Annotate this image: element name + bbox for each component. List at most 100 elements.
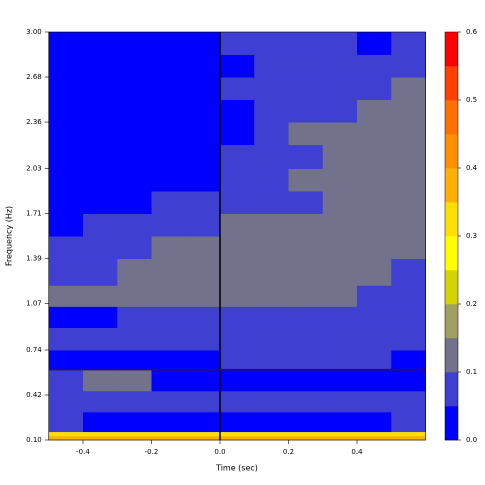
y-axis-label: Frequency (Hz) xyxy=(5,206,14,266)
heatmap-cell xyxy=(220,411,255,433)
heatmap-cell xyxy=(83,411,118,433)
heatmap-cell xyxy=(151,435,187,441)
heatmap-cell xyxy=(288,32,324,56)
heatmap-cell xyxy=(185,168,221,192)
heatmap-cell xyxy=(151,32,187,56)
colorbar-segment xyxy=(445,100,458,135)
heatmap-cell xyxy=(254,32,289,56)
heatmap-cell xyxy=(83,236,118,260)
heatmap-cell xyxy=(357,306,392,328)
heatmap-cell xyxy=(288,77,324,101)
heatmap-cell xyxy=(220,435,255,441)
heatmap-cell xyxy=(83,390,118,413)
heatmap-cell xyxy=(220,327,255,351)
heatmap-cell xyxy=(220,236,255,260)
heatmap-cell xyxy=(220,168,255,192)
heatmap-cell xyxy=(220,431,255,437)
heatmap-cell xyxy=(48,327,84,351)
heatmap-cell xyxy=(185,327,221,351)
x-tick-label: 0.4 xyxy=(351,448,363,456)
heatmap-cell xyxy=(391,236,426,260)
colorbar-segment xyxy=(445,372,458,407)
heatmap-cell xyxy=(288,54,324,78)
y-tick-label: 3.00 xyxy=(26,28,42,36)
y-tick-label: 1.39 xyxy=(26,255,42,263)
heatmap-cell xyxy=(322,122,358,146)
heatmap-cell xyxy=(83,369,118,392)
heatmap-cell xyxy=(185,54,221,78)
heatmap-cell xyxy=(117,349,152,371)
heatmap-cell xyxy=(185,77,221,101)
heatmap-cell xyxy=(357,213,392,237)
heatmap-cell xyxy=(151,431,187,437)
heatmap-cell xyxy=(322,435,358,441)
heatmap-cell xyxy=(151,99,187,123)
plot-frame xyxy=(48,31,426,441)
heatmap-cell xyxy=(151,411,187,433)
heatmap-cell xyxy=(322,258,358,286)
heatmap-cell xyxy=(288,236,324,260)
heatmap-cell xyxy=(220,390,255,413)
heatmap-cell xyxy=(117,144,152,169)
heatmap-cell xyxy=(357,54,392,78)
heatmap-cell xyxy=(117,122,152,146)
heatmap-cell xyxy=(254,144,289,169)
heatmap-cell xyxy=(117,77,152,101)
heatmap-cell xyxy=(254,168,289,192)
heatmap-cell xyxy=(322,236,358,260)
heatmap-cell xyxy=(322,77,358,101)
y-tick-label: 0.10 xyxy=(26,436,42,444)
heatmap-cell xyxy=(48,54,84,78)
heatmap-cell xyxy=(391,435,426,441)
colorbar-segment xyxy=(445,168,458,203)
heatmap-cell xyxy=(322,99,358,123)
heatmap-cell xyxy=(83,144,118,169)
x-axis-label: Time (sec) xyxy=(215,464,258,473)
heatmap-cell xyxy=(48,99,84,123)
heatmap-cell xyxy=(48,369,84,392)
heatmap-cell xyxy=(322,306,358,328)
heatmap-cell xyxy=(117,54,152,78)
heatmap-cell xyxy=(117,258,152,286)
heatmap-cell xyxy=(220,122,255,146)
heatmap-cell xyxy=(185,236,221,260)
heatmap-cell xyxy=(48,144,84,169)
colorbar-tick-label: 0.2 xyxy=(466,300,477,308)
heatmap-cell xyxy=(357,285,392,307)
heatmap-cell xyxy=(48,285,84,307)
colorbar-tick-label: 0.3 xyxy=(466,232,477,240)
heatmap-cell xyxy=(151,258,187,286)
heatmap-cell xyxy=(254,122,289,146)
y-tick-label: 0.74 xyxy=(26,346,42,354)
heatmap-cell xyxy=(254,77,289,101)
heatmap-cell xyxy=(185,390,221,413)
heatmap-cell xyxy=(391,77,426,101)
colorbar-segment xyxy=(445,32,458,67)
heatmap-cell xyxy=(117,99,152,123)
heatmap-cell xyxy=(391,190,426,214)
heatmap-cell xyxy=(357,77,392,101)
heatmap-cell xyxy=(220,285,255,307)
heatmap-cell xyxy=(357,122,392,146)
colorbar-tick-label: 0.6 xyxy=(466,28,478,36)
heatmap-cell xyxy=(117,190,152,214)
heatmap-cell xyxy=(151,122,187,146)
heatmap-cell xyxy=(322,349,358,371)
heatmap-cell xyxy=(322,327,358,351)
colorbar-segment xyxy=(445,338,458,373)
x-tick-label: 0.2 xyxy=(283,448,294,456)
heatmap-cell xyxy=(254,431,289,437)
heatmap-cell xyxy=(151,285,187,307)
colorbar-tick-label: 0.0 xyxy=(466,436,477,444)
heatmap-cell xyxy=(288,411,324,433)
heatmap-cell xyxy=(185,32,221,56)
heatmap-cell xyxy=(117,285,152,307)
heatmap-cell xyxy=(322,369,358,392)
heatmap-cell xyxy=(254,236,289,260)
colorbar-segment xyxy=(445,134,458,169)
heatmap-cell xyxy=(391,349,426,371)
heatmap-cell xyxy=(117,431,152,437)
heatmap-cell xyxy=(357,349,392,371)
heatmap-cell xyxy=(83,168,118,192)
y-tick-label: 2.68 xyxy=(26,73,42,81)
